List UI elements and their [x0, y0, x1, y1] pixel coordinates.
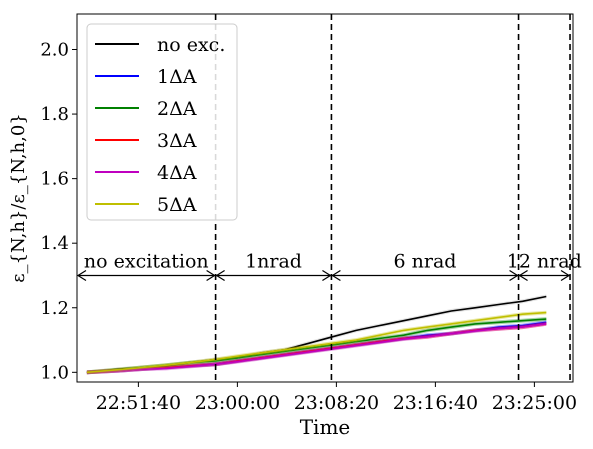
annotation-arrowhead-right-0	[206, 269, 216, 281]
legend-label-3: 3ΔA	[157, 130, 197, 152]
annotation-arrowhead-left-3	[518, 269, 528, 281]
y-tick-label-5: 2.0	[40, 40, 69, 61]
plot-frame	[76, 13, 574, 383]
legend-label-2: 2ΔA	[157, 98, 197, 120]
x-tick-label-0: 22:51:40	[96, 392, 181, 414]
y-tick-label-4: 1.8	[40, 104, 69, 125]
series-band-0	[86, 294, 547, 375]
series-line-4	[86, 323, 547, 374]
x-axis-label: Time	[300, 415, 351, 439]
y-axis-label: ε_{N,h}/ε_{N,h,0}	[8, 113, 29, 283]
x-tick-label-3: 23:16:40	[393, 392, 478, 414]
y-tick-label-2: 1.4	[40, 233, 69, 254]
annotation-label-3: 12 nrad	[507, 250, 582, 272]
annotation-label-2: 6 nrad	[394, 250, 457, 272]
annotation-arrowhead-right-1	[322, 269, 332, 281]
legend-label-0: no exc.	[157, 34, 225, 56]
legend-label-5: 5ΔA	[157, 194, 197, 216]
series-band-1	[86, 320, 547, 375]
x-tick-label-2: 23:08:20	[294, 392, 379, 414]
annotation-label-1: 1nrad	[245, 250, 302, 272]
annotation-label-0: no excitation	[84, 250, 209, 272]
annotation-arrowhead-left-0	[76, 269, 87, 281]
annotation-arrowhead-right-2	[509, 269, 519, 281]
plot-area	[86, 294, 547, 375]
x-tick-label-1: 23:00:00	[195, 392, 280, 414]
annotation-arrowhead-left-1	[215, 269, 225, 281]
series-band-4	[86, 322, 547, 375]
x-tick-label-4: 23:25:00	[492, 392, 577, 414]
series-band-3	[86, 322, 547, 375]
y-tick-label-1: 1.2	[40, 298, 69, 319]
legend-label-4: 4ΔA	[157, 162, 197, 184]
series-line-5	[86, 311, 547, 374]
annotation-arrowhead-right-3	[560, 269, 571, 281]
annotations: no excitation 1nrad 6 nrad 12 nrad	[76, 250, 582, 281]
legend: no exc. 1ΔA 2ΔA 3ΔA 4ΔA 5ΔA	[86, 23, 238, 221]
axes: 1.0 1.2 1.4 1.6 1.8 2.0 22:51:40 23:00:00 23:08:…	[40, 40, 577, 414]
series-line-0	[86, 295, 547, 374]
y-tick-label-0: 1.0	[40, 362, 69, 383]
annotation-arrowhead-left-2	[331, 269, 341, 281]
legend-label-1: 1ΔA	[157, 66, 197, 88]
y-tick-label-3: 1.6	[40, 169, 69, 190]
